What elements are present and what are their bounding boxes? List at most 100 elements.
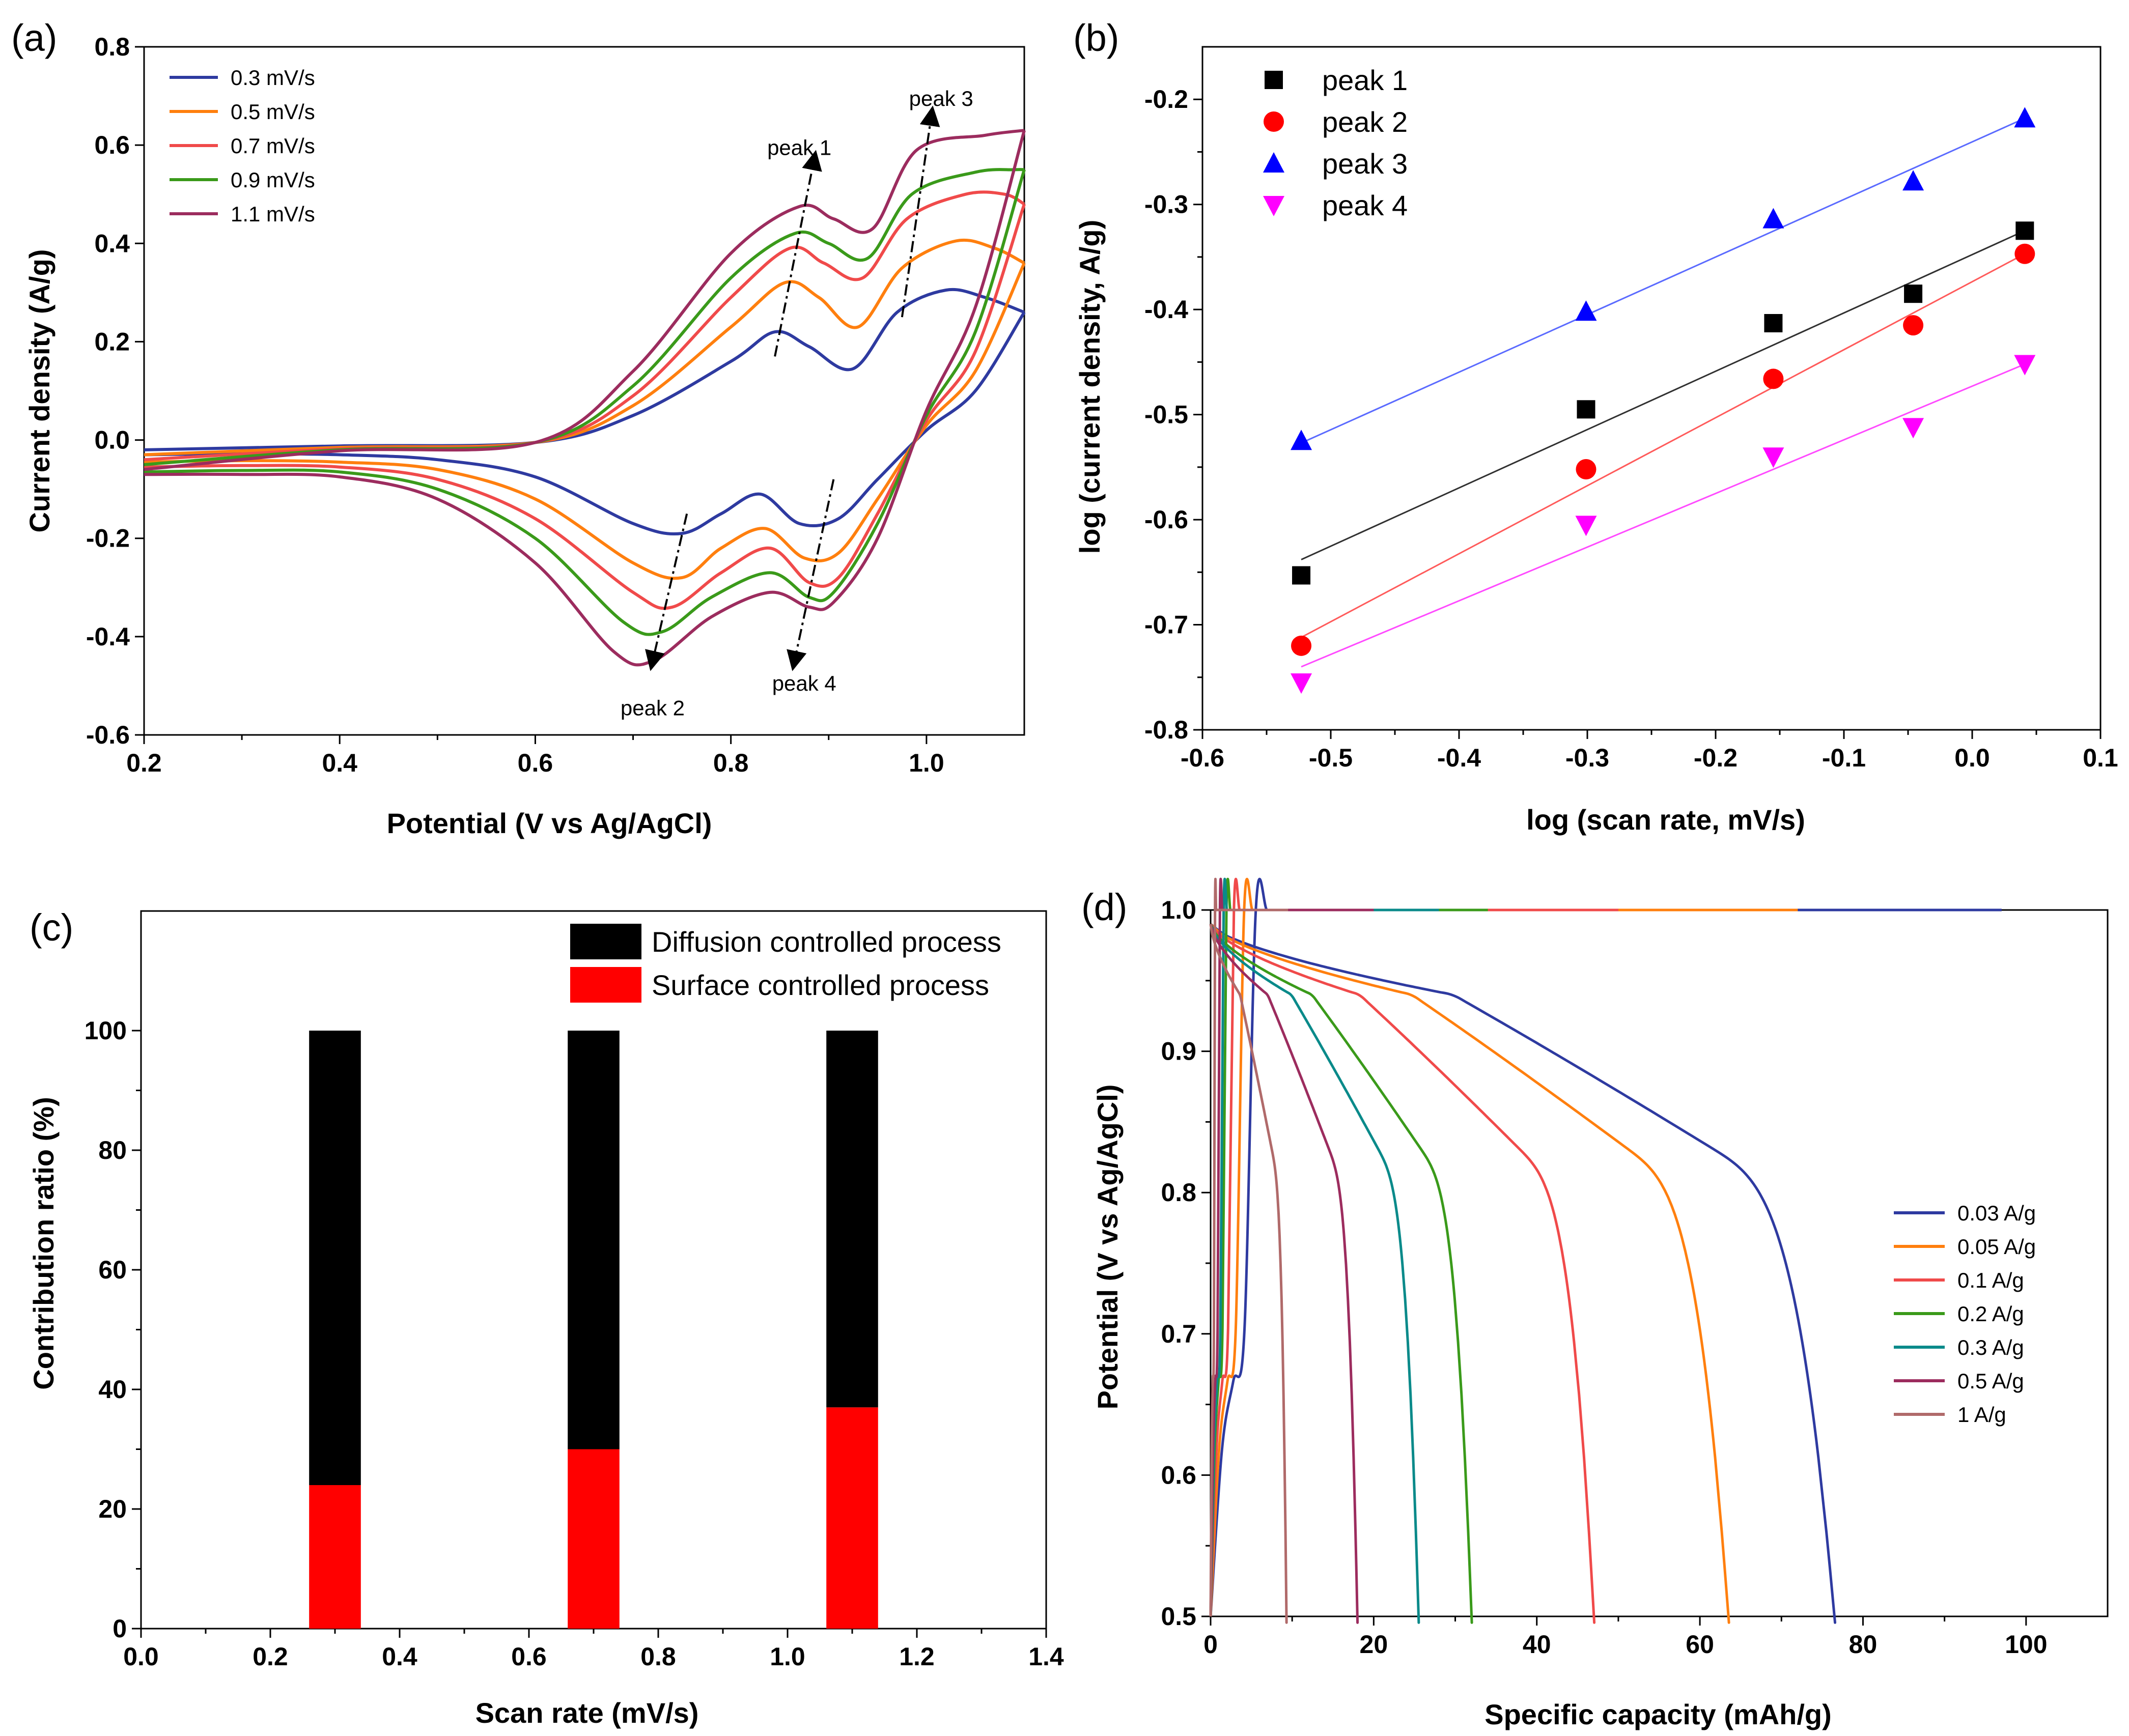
data-point — [1575, 300, 1597, 321]
annotation-label: peak 4 — [772, 671, 836, 695]
panel-d-y-axis-label: Potential (V vs Ag/AgCl) — [1091, 1085, 1124, 1410]
panel-a-y-axis-label: Current density (A/g) — [23, 249, 55, 533]
panel-a-cv-curves: (a) 0.2 0.4 0.6 0.8 1.0 -0.6 -0.4 -0.2 0.0 0.2 0.4… — [11, 17, 1026, 839]
data-point — [1762, 208, 1784, 229]
y-tick-label: 100 — [85, 1016, 127, 1045]
annotation-arrow — [774, 150, 822, 357]
data-point — [1762, 447, 1784, 468]
panel-d-plot-area: 0 20 40 60 80 100 0.5 0.6 0.7 0.8 0.9 1.0 0.03 A/g 0.… — [1161, 877, 2109, 1659]
y-tick-label: 60 — [98, 1256, 127, 1284]
x-tick-label: -0.5 — [1309, 744, 1353, 772]
legend-entry: 0.5 A/g — [1957, 1369, 2024, 1393]
data-point — [1291, 430, 1312, 450]
data-point — [1903, 315, 1924, 336]
legend-swatch — [570, 924, 641, 959]
discharge-line-0 — [1210, 923, 1837, 1624]
x-tick-label: 0.8 — [713, 749, 749, 777]
y-tick-label: -0.6 — [86, 721, 130, 749]
legend-entry: 0.3 mV/s — [231, 66, 315, 90]
x-tick-label: -0.6 — [1181, 744, 1224, 772]
panel-d-label: (d) — [1081, 886, 1127, 928]
y-tick-label: 0.2 — [94, 327, 130, 356]
legend-entry: 0.1 A/g — [1957, 1268, 2024, 1292]
legend-entry: 0.3 A/g — [1957, 1335, 2024, 1359]
legend-entry: peak 3 — [1322, 148, 1408, 180]
x-tick-label: 0.4 — [322, 749, 357, 777]
data-point — [1576, 459, 1596, 479]
panel-a-plot-area: 0.2 0.4 0.6 0.8 1.0 -0.6 -0.4 -0.2 0.0 0.2 0.4 0.6 0… — [86, 33, 1026, 777]
y-tick-label: -0.3 — [1144, 190, 1188, 219]
y-tick-label: 0.8 — [1161, 1178, 1196, 1207]
x-tick-label: 1.4 — [1028, 1642, 1064, 1671]
y-tick-label: -0.6 — [1144, 505, 1188, 534]
panel-c-x-axis-label: Scan rate (mV/s) — [475, 1697, 699, 1729]
x-tick-label: -0.2 — [1694, 744, 1738, 772]
y-tick-label: 20 — [98, 1495, 127, 1523]
cv-cathodic-line-2 — [144, 204, 1026, 610]
fit-line-3 — [1301, 363, 2025, 668]
legend-swatch — [570, 967, 641, 1003]
y-tick-label: 0.4 — [94, 229, 130, 258]
data-point — [2014, 107, 2036, 128]
x-tick-label: 0 — [1203, 1630, 1218, 1659]
data-point — [2014, 243, 2035, 264]
bar-surface — [309, 1485, 361, 1629]
y-tick-label: 0.6 — [94, 131, 130, 159]
annotation-label: peak 3 — [909, 87, 973, 110]
y-tick-label: 0 — [113, 1614, 127, 1643]
annotation-arrow — [901, 105, 940, 318]
legend-entry: 0.7 mV/s — [231, 134, 315, 158]
legend-marker — [1263, 196, 1284, 216]
panel-b-log-plot: (b) -0.6 -0.5 -0.4 -0.3 -0.2 -0.1 0.0 0.1-0.8-0… — [1073, 17, 2118, 836]
y-tick-label: 1.0 — [1161, 896, 1196, 924]
legend-entry: 1 A/g — [1957, 1403, 2006, 1427]
panel-a-x-axis-label: Potential (V vs Ag/AgCl) — [387, 807, 712, 839]
data-point — [2015, 221, 2034, 240]
y-tick-label: 0.6 — [1161, 1461, 1196, 1489]
y-tick-label: 0.9 — [1161, 1037, 1196, 1066]
panel-c-plot-area: 0.0 0.2 0.4 0.6 0.8 1.0 1.2 1.4 0 20 40 60 80 100 Diff… — [85, 910, 1064, 1671]
y-tick-label: 0.0 — [94, 426, 130, 454]
legend-entry: Diffusion controlled process — [652, 926, 1001, 958]
data-point — [1291, 635, 1312, 656]
data-point — [1763, 368, 1784, 389]
fit-line-2 — [1301, 118, 2025, 444]
discharge-line-3 — [1209, 923, 1473, 1624]
discharge-line-1 — [1210, 923, 1730, 1624]
y-tick-label: 0.8 — [94, 33, 130, 61]
legend-entry: peak 4 — [1322, 189, 1408, 221]
data-point — [1575, 516, 1597, 536]
cv-cathodic-line-3 — [144, 169, 1026, 636]
data-point — [1904, 284, 1923, 303]
panel-c-contribution-bars: (c) 0.0 0.2 0.4 0.6 0.8 1.0 1.2 1.4 0 20 40 60 80 100… — [27, 906, 1064, 1729]
y-tick-label: -0.4 — [1144, 295, 1188, 324]
bar-surface — [826, 1407, 878, 1629]
y-tick-label: 0.5 — [1161, 1602, 1196, 1631]
panel-b-label: (b) — [1073, 17, 1119, 59]
legend-entry: 0.2 A/g — [1957, 1302, 2024, 1326]
x-tick-label: -0.4 — [1437, 744, 1481, 772]
x-tick-label: 60 — [1686, 1630, 1714, 1659]
x-tick-label: 80 — [1849, 1630, 1878, 1659]
data-point — [1902, 418, 1924, 439]
cv-cathodic-line-1 — [144, 262, 1026, 580]
panel-b-x-axis-label: log (scan rate, mV/s) — [1526, 804, 1805, 836]
discharge-line-5 — [1209, 924, 1359, 1624]
discharge-line-6 — [1209, 924, 1288, 1624]
fit-line-1 — [1301, 253, 2026, 638]
x-tick-label: 0.2 — [126, 749, 162, 777]
cv-anodic-line-4 — [144, 129, 1025, 471]
panel-c-y-axis-label: Contribution ratio (%) — [27, 1097, 60, 1389]
plot-frame — [143, 46, 1025, 736]
legend-entry: 0.03 A/g — [1957, 1201, 2036, 1225]
bar-diffusion — [568, 1031, 620, 1449]
bar-surface — [568, 1449, 620, 1629]
legend-marker — [1263, 152, 1284, 173]
data-point — [1291, 673, 1312, 694]
discharge-line-4 — [1209, 923, 1420, 1624]
y-tick-label: 80 — [98, 1136, 127, 1164]
y-tick-label: -0.5 — [1144, 401, 1188, 429]
x-tick-label: 1.0 — [909, 749, 944, 777]
panel-d-discharge-curves: (d) 0 20 40 60 80 100 0.5 0.6 0.7 0.8 0.9 1.0 0.03 A… — [1081, 877, 2109, 1730]
